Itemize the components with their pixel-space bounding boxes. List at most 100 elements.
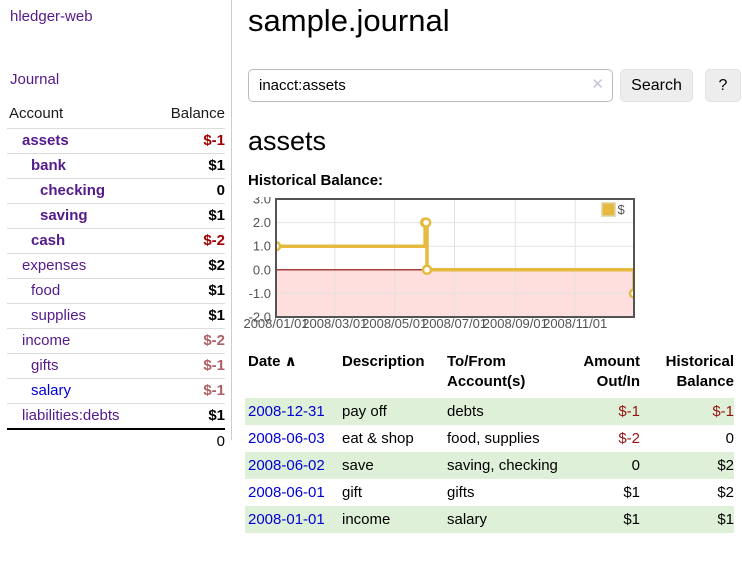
account-link[interactable]: saving: [40, 207, 88, 224]
transaction-date-link[interactable]: 2008-06-01: [248, 484, 325, 501]
register-header-historical-balance: Historical Balance: [665, 353, 734, 390]
page-title: sample.journal: [248, 3, 450, 38]
y-tick-label: 1.0: [253, 239, 271, 254]
transaction-balance: $1: [717, 511, 734, 528]
account-balance: $-1: [203, 382, 225, 399]
account-row: assets $-1: [7, 128, 225, 154]
account-row: salary $-1: [7, 378, 225, 404]
transaction-accounts: debts: [447, 403, 484, 420]
historical-balance-label: Historical Balance:: [248, 172, 384, 189]
transaction-balance: 0: [725, 430, 734, 447]
account-balance: $-1: [203, 357, 225, 374]
x-tick-label: 2008/11/01: [543, 316, 607, 331]
transaction-date-link[interactable]: 2008-06-02: [248, 457, 325, 474]
transaction-amount: $1: [623, 484, 640, 501]
account-balance: $-2: [203, 232, 225, 249]
transaction-accounts: food, supplies: [447, 430, 540, 447]
account-link[interactable]: bank: [31, 157, 67, 174]
account-link[interactable]: food: [31, 282, 61, 299]
transaction-description: eat & shop: [342, 430, 414, 447]
data-point-marker: [420, 217, 432, 228]
account-link[interactable]: supplies: [31, 307, 87, 324]
x-tick-label: 2008/09/01: [483, 316, 548, 331]
account-balance: $-1: [203, 132, 225, 149]
account-heading: assets: [248, 126, 327, 156]
account-link[interactable]: liabilities:debts: [22, 407, 120, 424]
register-table: Date ∧ Description To/From Account(s) Amoun…: [245, 350, 734, 533]
y-tick-label: 3.0: [253, 197, 271, 207]
account-row: liabilities:debts $1: [7, 403, 225, 430]
x-tick-label: 2008/05/01: [362, 316, 427, 331]
transaction-row: 2008-06-02 save saving, checking 0 $2: [245, 452, 734, 479]
transaction-description: save: [342, 457, 374, 474]
account-row: cash $-2: [7, 228, 225, 254]
account-row: supplies $1: [7, 303, 225, 329]
transaction-row: 2008-01-01 income salary $1 $1: [245, 506, 734, 533]
transaction-amount: $-1: [618, 403, 640, 420]
transaction-row: 2008-06-01 gift gifts $1 $2: [245, 479, 734, 506]
y-tick-label: -2.0: [249, 310, 271, 325]
account-link[interactable]: gifts: [31, 357, 59, 374]
account-balance: $2: [208, 257, 225, 274]
data-point-marker: [421, 264, 433, 276]
clear-search-icon[interactable]: ✕: [591, 76, 604, 93]
transaction-amount: $-2: [618, 430, 640, 447]
account-balance: $1: [208, 157, 225, 174]
account-row: checking 0: [7, 178, 225, 204]
account-row: saving $1: [7, 203, 225, 229]
legend-label: $: [618, 202, 626, 217]
account-link[interactable]: expenses: [22, 257, 87, 274]
x-tick-label: 2008/01/01: [244, 316, 309, 331]
transaction-accounts: salary: [447, 511, 488, 528]
main-panel: sample.journal ✕ Search ? assets Histori…: [233, 0, 742, 533]
transaction-balance: $2: [717, 484, 734, 501]
sidebar: hledger-web Journal Account Balance asse…: [0, 0, 232, 450]
search-input[interactable]: [248, 69, 613, 102]
transaction-description: income: [342, 511, 391, 528]
transaction-date-link[interactable]: 2008-12-31: [248, 403, 325, 420]
account-row: gifts $-1: [7, 353, 225, 379]
accounts-total-row: 0: [7, 429, 225, 454]
transaction-date-link[interactable]: 2008-06-03: [248, 430, 325, 447]
register-header-amount-out-in: Amount Out/In: [583, 353, 640, 390]
transaction-description: pay off: [342, 403, 387, 420]
account-link[interactable]: assets: [22, 132, 69, 149]
account-row: income $-2: [7, 328, 225, 354]
search-button[interactable]: Search: [620, 69, 693, 102]
account-balance: $1: [208, 407, 225, 424]
x-tick-label: 2008/07/01: [422, 316, 487, 331]
sort-ascending-icon: ∧: [280, 353, 297, 370]
transaction-accounts: saving, checking: [447, 457, 558, 474]
help-button[interactable]: ?: [705, 69, 741, 102]
balance-chart: $3.0 2.0 1.0 0.0 -1.0 -2.0 2008/01/01 2008/03/0…: [243, 192, 646, 331]
transaction-description: gift: [342, 484, 363, 501]
brand-link[interactable]: hledger-web: [10, 8, 93, 25]
account-link[interactable]: cash: [31, 232, 66, 249]
transaction-amount: $1: [623, 511, 640, 528]
y-tick-label: -1.0: [249, 286, 271, 301]
account-balance: $1: [208, 207, 225, 224]
account-row: bank $1: [7, 153, 225, 179]
transaction-balance: $-1: [712, 403, 734, 420]
accounts-table: Account Balance assets $-1 bank $1 check…: [7, 100, 225, 454]
register-header-date[interactable]: Date ∧: [248, 353, 297, 370]
register-header-to-from-account-s-: To/From Account(s): [447, 353, 526, 390]
transaction-accounts: gifts: [447, 484, 475, 501]
account-link[interactable]: income: [22, 332, 71, 349]
accounts-header-balance: Balance: [170, 105, 225, 122]
search-bar: ✕ Search ?: [248, 69, 741, 102]
account-row: expenses $2: [7, 253, 225, 279]
transaction-row: 2008-12-31 pay off debts $-1 $-1: [245, 398, 734, 425]
historical-balance-chart-svg: $3.0 2.0 1.0 0.0 -1.0 -2.02008/01/012008/03/0…: [243, 192, 635, 331]
x-tick-label: 2008/03/01: [302, 316, 367, 331]
register-header-description: Description: [342, 353, 425, 370]
account-balance: $1: [208, 282, 225, 299]
account-balance: $-2: [203, 332, 225, 349]
legend-swatch: [601, 202, 616, 217]
y-tick-label: 0.0: [253, 262, 271, 277]
account-link[interactable]: checking: [40, 182, 106, 199]
account-link[interactable]: salary: [31, 382, 72, 399]
transaction-date-link[interactable]: 2008-01-01: [248, 511, 325, 528]
accounts-total: 0: [216, 433, 225, 450]
sidebar-item-journal[interactable]: Journal: [10, 71, 60, 88]
